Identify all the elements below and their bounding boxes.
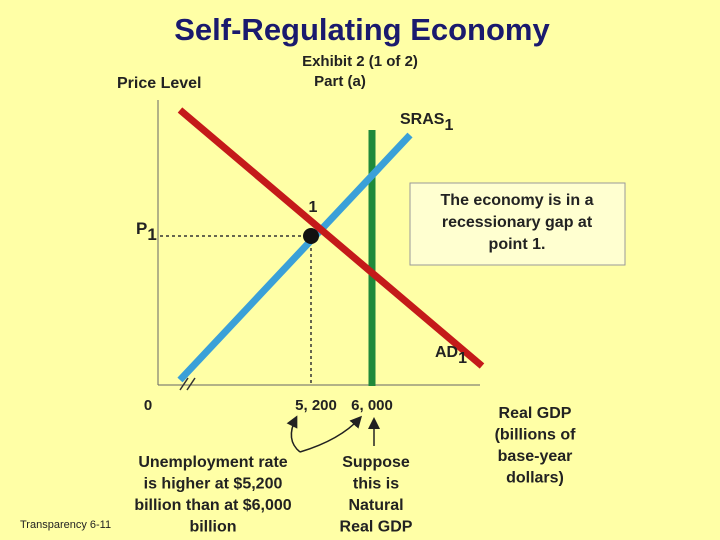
text-line: Real GDP xyxy=(499,405,572,422)
text-line: point 1. xyxy=(489,236,546,253)
y-axis-label: Price Level xyxy=(117,75,202,92)
subscript: 1 xyxy=(147,225,156,244)
text-line: Real GDP xyxy=(340,519,413,536)
sras-label: SRAS1 xyxy=(400,111,453,134)
origin-label: 0 xyxy=(144,397,152,414)
gdp-value: 6, 000 xyxy=(351,397,393,414)
gdp-value: 5, 200 xyxy=(295,397,337,414)
annotation-left: Unemployment rate is higher at $5,200 bill… xyxy=(134,454,291,536)
title: Self-Regulating Economy xyxy=(174,12,550,47)
point-label: 1 xyxy=(309,199,318,216)
sras-curve xyxy=(177,132,413,383)
subscript: 1 xyxy=(444,117,453,134)
text-line: this is xyxy=(353,476,399,493)
text-line: base-year xyxy=(498,448,573,465)
text-line: is higher at $5,200 xyxy=(144,476,283,493)
arrow xyxy=(299,415,363,453)
price-label: P1 xyxy=(136,219,157,244)
text-line: dollars) xyxy=(506,470,564,487)
equilibrium-point xyxy=(303,228,319,244)
text-line: billion xyxy=(189,519,236,536)
price-name: P xyxy=(136,219,147,238)
axis-break xyxy=(186,377,196,391)
text-line: billion than at $6,000 xyxy=(134,497,291,514)
text-line: recessionary gap at xyxy=(442,214,593,231)
curve-name: SRAS xyxy=(400,111,445,128)
ad-label: AD1 xyxy=(435,344,467,367)
ad-curve xyxy=(177,107,485,369)
subscript: 1 xyxy=(458,350,467,367)
text-line: Unemployment rate xyxy=(138,454,287,471)
text-line: Suppose xyxy=(342,454,410,471)
annotation-right: Suppose this is Natural Real GDP xyxy=(340,454,413,536)
text-line: Natural xyxy=(348,497,403,514)
note: The economy is in a recessionary gap at po… xyxy=(441,192,594,253)
footer: Transparency 6-11 xyxy=(20,519,111,531)
subtitle: Part (a) xyxy=(314,73,366,90)
subtitle: Exhibit 2 (1 of 2) xyxy=(302,53,418,70)
note-box xyxy=(409,182,626,266)
text-line: The economy is in a xyxy=(441,192,594,209)
curve-name: AD xyxy=(435,344,458,361)
axis-break xyxy=(179,377,189,391)
x-axis-label: Real GDP (billions of base-year dollars) xyxy=(495,405,577,487)
arrow xyxy=(286,415,301,453)
text-line: (billions of xyxy=(495,427,577,444)
